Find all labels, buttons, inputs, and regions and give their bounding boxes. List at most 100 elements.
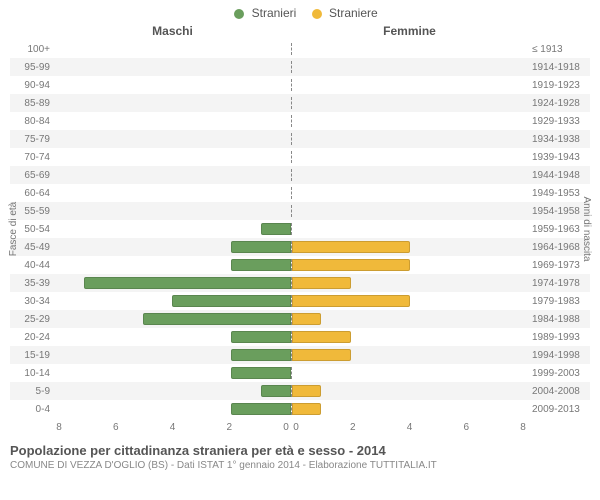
female-half — [291, 115, 529, 127]
population-pyramid-chart: Stranieri Straniere Maschi Femmine Fasce… — [0, 0, 600, 500]
x-axis: 8 6 4 2 0 0 2 4 6 8 — [10, 422, 590, 433]
female-half — [291, 97, 529, 109]
x-tick: 2 — [224, 422, 234, 433]
x-ticks-right: 0 2 4 6 8 — [291, 422, 528, 433]
x-tick: 4 — [168, 422, 178, 433]
female-half — [291, 295, 529, 307]
yaxis-right-label: Anni di nascita — [581, 196, 592, 261]
x-tick: 6 — [111, 422, 121, 433]
female-half — [291, 241, 529, 253]
male-half — [54, 205, 291, 217]
male-half — [54, 241, 291, 253]
female-half — [291, 79, 529, 91]
birth-year-label: 1944-1948 — [528, 170, 590, 181]
female-half — [291, 277, 529, 289]
male-bar — [231, 367, 290, 379]
pyramid-row: 100+≤ 1913 — [10, 40, 590, 58]
birth-year-label: 1989-1993 — [528, 332, 590, 343]
pyramid-row: 10-141999-2003 — [10, 364, 590, 382]
female-half — [291, 367, 529, 379]
birth-year-label: 1994-1998 — [528, 350, 590, 361]
x-tick: 2 — [348, 422, 358, 433]
pyramid-rows: 100+≤ 191395-991914-191890-941919-192385… — [10, 40, 590, 418]
male-half — [54, 259, 291, 271]
female-bar — [292, 385, 322, 397]
x-tick: 0 — [281, 422, 291, 433]
male-half — [54, 295, 291, 307]
male-bar — [231, 259, 290, 271]
female-half — [291, 403, 529, 415]
female-bar — [292, 295, 410, 307]
age-label: 80-84 — [10, 116, 54, 127]
age-label: 0-4 — [10, 404, 54, 415]
age-label: 65-69 — [10, 170, 54, 181]
female-half — [291, 151, 529, 163]
legend-female-swatch — [312, 9, 322, 19]
female-half — [291, 385, 529, 397]
female-bar — [292, 313, 322, 325]
female-bar — [292, 277, 351, 289]
male-half — [54, 367, 291, 379]
caption-title: Popolazione per cittadinanza straniera p… — [10, 443, 590, 458]
legend: Stranieri Straniere — [10, 6, 590, 20]
x-tick: 6 — [461, 422, 471, 433]
male-half — [54, 277, 291, 289]
female-half — [291, 331, 529, 343]
female-bar — [292, 349, 351, 361]
pyramid-row: 40-441969-1973 — [10, 256, 590, 274]
female-half — [291, 187, 529, 199]
female-half — [291, 205, 529, 217]
pyramid-row: 55-591954-1958 — [10, 202, 590, 220]
age-label: 40-44 — [10, 260, 54, 271]
birth-year-label: 2009-2013 — [528, 404, 590, 415]
header-female: Femmine — [291, 24, 528, 38]
male-bar — [261, 223, 291, 235]
birth-year-label: 1929-1933 — [528, 116, 590, 127]
pyramid-row: 95-991914-1918 — [10, 58, 590, 76]
male-bar — [84, 277, 291, 289]
birth-year-label: 1919-1923 — [528, 80, 590, 91]
legend-male-swatch — [234, 9, 244, 19]
female-bar — [292, 403, 322, 415]
age-label: 100+ — [10, 44, 54, 55]
male-half — [54, 403, 291, 415]
pyramid-row: 20-24 1989-1993 — [10, 328, 590, 346]
birth-year-label: 1939-1943 — [528, 152, 590, 163]
male-bar — [231, 403, 290, 415]
male-half — [54, 133, 291, 145]
x-tick: 4 — [405, 422, 415, 433]
age-label: 35-39 — [10, 278, 54, 289]
birth-year-label: 1924-1928 — [528, 98, 590, 109]
caption-subtitle: COMUNE DI VEZZA D'OGLIO (BS) - Dati ISTA… — [10, 460, 590, 471]
female-bar — [292, 259, 410, 271]
female-half — [291, 133, 529, 145]
x-tick: 0 — [291, 422, 301, 433]
birth-year-label: 1984-1988 — [528, 314, 590, 325]
age-label: 75-79 — [10, 134, 54, 145]
pyramid-row: 65-69 1944-1948 — [10, 166, 590, 184]
pyramid-row: 5-92004-2008 — [10, 382, 590, 400]
x-tick: 8 — [518, 422, 528, 433]
x-ticks-left: 86420 — [54, 422, 291, 433]
male-bar — [231, 349, 290, 361]
male-bar — [231, 331, 290, 343]
age-label: 25-29 — [10, 314, 54, 325]
age-label: 60-64 — [10, 188, 54, 199]
male-half — [54, 115, 291, 127]
female-half — [291, 169, 529, 181]
female-bar — [292, 331, 351, 343]
birth-year-label: 1974-1978 — [528, 278, 590, 289]
male-half — [54, 97, 291, 109]
male-bar — [143, 313, 291, 325]
legend-male-label: Stranieri — [252, 6, 297, 20]
female-half — [291, 313, 529, 325]
male-half — [54, 331, 291, 343]
age-label: 20-24 — [10, 332, 54, 343]
birth-year-label: 2004-2008 — [528, 386, 590, 397]
female-half — [291, 349, 529, 361]
male-half — [54, 151, 291, 163]
pyramid-row: 0-4 2009-2013 — [10, 400, 590, 418]
birth-year-label: 1979-1983 — [528, 296, 590, 307]
age-label: 90-94 — [10, 80, 54, 91]
age-label: 15-19 — [10, 350, 54, 361]
